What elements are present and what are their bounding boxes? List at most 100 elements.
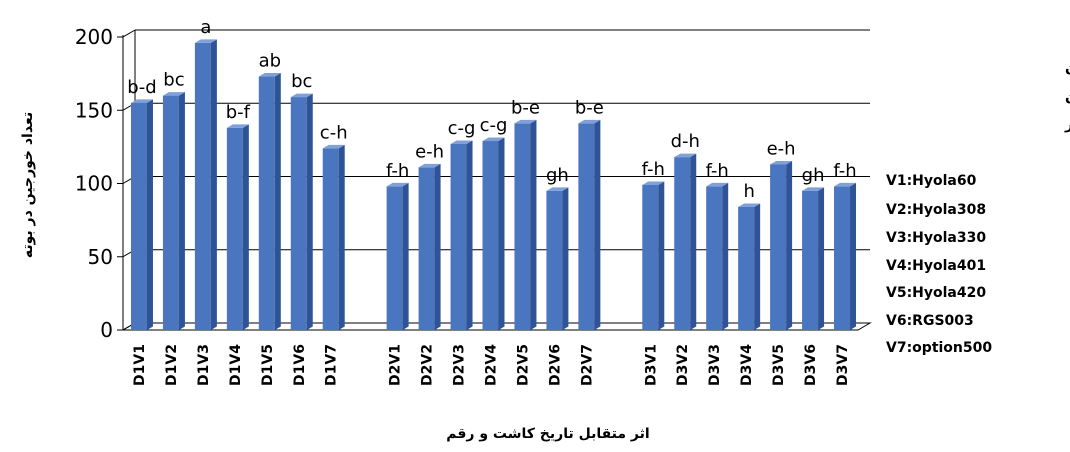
bar-side-D3V3 xyxy=(722,182,729,330)
bar-side-D1V7 xyxy=(338,144,345,330)
bar-D1V2 xyxy=(162,95,179,330)
bar-top-D1V2 xyxy=(162,92,185,96)
bar-D1V7 xyxy=(322,148,339,330)
bar-side-D3V4 xyxy=(754,203,761,330)
x-tick-label: D1V6 xyxy=(292,344,308,386)
bar-D1V1 xyxy=(130,102,147,330)
bar-side-D2V1 xyxy=(402,182,409,330)
bar-side-D1V4 xyxy=(242,124,249,330)
bar-side-D2V2 xyxy=(434,163,441,330)
bar-side-D3V6 xyxy=(818,187,825,330)
bar-top-D3V6 xyxy=(802,187,825,191)
bar-side-D2V5 xyxy=(530,119,537,330)
x-axis-title: اثر متقابل تاریخ کاشت و رقم xyxy=(446,426,649,442)
bar-D1V4 xyxy=(226,127,243,330)
legend-entry: V4:Hyola401 xyxy=(886,258,986,274)
x-tick-label: D2V7 xyxy=(579,344,595,386)
y-tick-label: 100 xyxy=(75,172,113,196)
bar-D3V7 xyxy=(834,186,851,330)
legend-entry: D3:تاریخ کاشت 10 آذر xyxy=(1064,115,1070,133)
x-tick-label: D3V5 xyxy=(771,344,787,386)
legend-entry: V6:RGS003 xyxy=(886,313,974,329)
bar-D2V6 xyxy=(546,190,563,330)
bar-D3V3 xyxy=(706,186,723,330)
significance-label: b-e xyxy=(511,97,540,118)
legend-entry: V1:Hyola60 xyxy=(886,173,977,189)
bar-side-D1V3 xyxy=(210,39,217,331)
legend-entry: V2:Hyola308 xyxy=(886,202,986,218)
bar-side-D3V7 xyxy=(850,182,857,330)
x-tick-label: D3V2 xyxy=(675,344,691,386)
x-tick-label: D1V2 xyxy=(164,344,180,386)
bar-side-D2V6 xyxy=(562,187,569,330)
significance-label: bc xyxy=(291,71,312,92)
bar-top-D2V7 xyxy=(578,119,601,124)
bar-top-D1V6 xyxy=(290,93,313,98)
bar-top-D1V3 xyxy=(194,39,217,43)
significance-label: b-e xyxy=(575,97,604,118)
significance-label: c-g xyxy=(480,115,508,136)
x-tick-label: D1V7 xyxy=(324,344,340,386)
x-tick-label: D2V6 xyxy=(547,344,563,386)
bar-side-D3V1 xyxy=(658,181,665,330)
bar-D3V5 xyxy=(770,164,787,330)
legend-entry: D1:تاریخ کاشت 10 آبان xyxy=(1065,58,1070,76)
bar-D3V1 xyxy=(642,184,659,330)
x-tick-label: D1V1 xyxy=(132,344,148,386)
x-tick-label: D3V1 xyxy=(643,344,659,386)
bar-D1V5 xyxy=(258,76,275,331)
bar-side-D2V3 xyxy=(466,140,473,330)
y-tick-labels: 0 50 100 150 200 xyxy=(75,25,113,342)
bar-top-D2V5 xyxy=(514,119,537,124)
x-tick-label: D3V6 xyxy=(803,344,819,386)
bar-top-D3V2 xyxy=(674,153,697,158)
bar-top-D2V4 xyxy=(482,137,505,142)
bar-side-D2V7 xyxy=(594,119,601,330)
bar-top-D2V1 xyxy=(386,182,409,187)
bar-side-D3V2 xyxy=(690,153,697,330)
bar-top-D2V6 xyxy=(546,187,569,191)
bar-D1V6 xyxy=(290,97,307,330)
x-tick-label: D3V7 xyxy=(835,344,851,386)
bar-top-D2V3 xyxy=(450,140,473,144)
x-tick-label: D1V3 xyxy=(196,344,212,386)
x-tick-label: D2V4 xyxy=(484,344,500,386)
significance-label: f-h xyxy=(706,160,729,181)
bar-side-D3V5 xyxy=(786,160,793,330)
bar-D1V3 xyxy=(194,42,211,331)
significance-label: d-h xyxy=(671,131,700,152)
x-tick-label: D2V3 xyxy=(452,344,468,386)
significance-label: e-h xyxy=(415,141,444,162)
bar-top-D3V5 xyxy=(770,160,793,165)
bar-top-D2V2 xyxy=(418,163,441,168)
y-tick-label: 0 xyxy=(100,318,113,342)
bar-top-D1V7 xyxy=(322,144,345,149)
bars xyxy=(130,39,857,331)
y-tick-label: 150 xyxy=(75,98,113,122)
significance-label: f-h xyxy=(642,159,665,180)
bar-D2V2 xyxy=(418,167,435,330)
x-tick-label: D2V5 xyxy=(515,344,531,386)
bar-top-D1V1 xyxy=(130,99,153,103)
significance-label: a xyxy=(200,17,211,38)
significance-label: f-h xyxy=(386,160,409,181)
gridline-depth xyxy=(122,29,136,38)
bar-top-D3V3 xyxy=(706,182,729,187)
significance-label: b-d xyxy=(127,77,156,98)
significance-label: c-g xyxy=(448,118,476,139)
legend-entry: D2:تاریخ کاشت 25 آبان xyxy=(1065,87,1070,105)
bar-side-D1V2 xyxy=(178,92,185,330)
bar-top-D3V4 xyxy=(738,203,761,207)
significance-label: b-f xyxy=(226,102,251,123)
significance-label: gh xyxy=(546,165,569,186)
bar-side-D1V5 xyxy=(274,73,281,331)
bar-D2V5 xyxy=(514,123,531,330)
bar-side-D1V6 xyxy=(306,93,313,330)
legend-entry: V7:option500 xyxy=(886,340,992,356)
significance-label: h xyxy=(743,181,754,202)
y-tick-label: 50 xyxy=(88,245,113,269)
bar-D2V7 xyxy=(578,123,595,330)
bar-D2V4 xyxy=(482,141,499,330)
significance-label: c-h xyxy=(320,122,348,143)
